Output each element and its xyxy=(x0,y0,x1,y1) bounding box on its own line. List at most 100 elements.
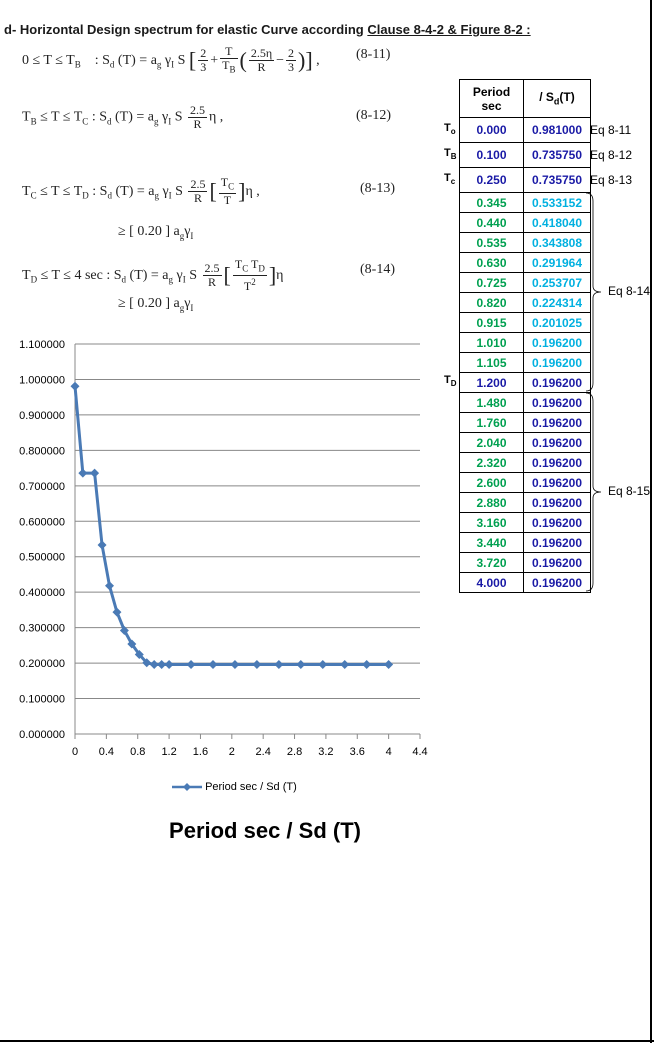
eq-number: (8-13) xyxy=(360,181,395,196)
period-cell: 0.535 xyxy=(459,232,524,253)
header-period-line1: Period xyxy=(472,84,511,99)
marker-letter: T xyxy=(444,171,451,184)
sd-cell: 0.196200 xyxy=(523,472,591,493)
y-tick-label: 1.000000 xyxy=(19,374,65,386)
period-marker-label: TD xyxy=(444,374,457,388)
period-cell: 1.480 xyxy=(459,392,524,413)
heading-prefix: d- Horizontal Design spectrum for elasti… xyxy=(4,22,368,37)
table-row: 1.480 0.196200 xyxy=(459,392,591,413)
eq-min-tail-sub: I xyxy=(190,230,194,241)
y-tick-label: 0.100000 xyxy=(19,694,65,706)
data-point xyxy=(164,659,174,669)
data-point xyxy=(274,659,284,669)
sd-cell: 0.196200 xyxy=(523,352,591,373)
data-point xyxy=(97,540,107,550)
period-cell: 0.820 xyxy=(459,292,524,313)
y-tick-label: 0.900000 xyxy=(19,410,65,422)
sd-cell: 0.253707 xyxy=(523,272,591,293)
brace xyxy=(585,392,602,592)
period-cell: 0.630 xyxy=(459,252,524,273)
table-row: 3.160 0.196200 xyxy=(459,512,591,533)
sd-cell: 0.196200 xyxy=(523,392,591,413)
eq-range: T xyxy=(22,267,31,283)
table-row: 2.600 0.196200 xyxy=(459,472,591,493)
x-tick-label: 0.4 xyxy=(99,746,114,758)
marker-sub: o xyxy=(450,126,456,136)
sd-cell: 0.196200 xyxy=(523,512,591,533)
header-sd: / Sd(T) xyxy=(523,79,591,118)
period-cell: 2.040 xyxy=(459,432,524,453)
sd-cell: 0.196200 xyxy=(523,552,591,573)
sd-cell: 0.201025 xyxy=(523,312,591,333)
header-sd-text: / S xyxy=(539,90,554,105)
data-point xyxy=(296,659,306,669)
period-cell: 3.440 xyxy=(459,532,524,553)
eq-min-sub: g xyxy=(179,230,185,241)
eq-number: (8-12) xyxy=(356,108,391,123)
x-tick-label: 3.6 xyxy=(350,746,365,758)
sd-cell: 0.533152 xyxy=(523,192,591,213)
chart-legend: Period sec / Sd (T) xyxy=(172,781,297,793)
eq-min: ≥ [ 0.20 ] a xyxy=(118,224,180,239)
marker-sub: B xyxy=(450,151,457,161)
chart-title: Period sec / Sd (T) xyxy=(169,818,361,843)
x-tick-label: 1.6 xyxy=(193,746,208,758)
marker-letter: T xyxy=(444,374,451,386)
sd-cell: 0.196200 xyxy=(523,572,591,593)
data-point xyxy=(105,581,114,591)
eq-number: (8-11) xyxy=(356,47,391,62)
spectrum-chart: 0.000000 0.100000 0.200000 0.300000 0.400000… xyxy=(19,339,428,758)
eq-range-sub: B xyxy=(74,59,81,70)
x-tick-label: 3.2 xyxy=(318,746,333,758)
header-period-line2: sec xyxy=(481,98,502,113)
data-point xyxy=(157,659,167,669)
data-point xyxy=(70,381,80,391)
table-row: 0.535 0.343808 xyxy=(459,232,591,253)
section-heading: d- Horizontal Design spectrum for elasti… xyxy=(4,22,531,37)
table-row: 3.720 0.196200 xyxy=(459,552,591,573)
sd-cell: 0.196200 xyxy=(523,412,591,433)
table-row: 0.100 0.735750 xyxy=(459,142,591,168)
data-point xyxy=(90,468,100,478)
header-sd-tail: (T) xyxy=(559,90,575,105)
sd-cell: 0.196200 xyxy=(523,372,591,393)
equation-reference: Eq 8-12 xyxy=(590,147,633,162)
period-cell: 3.720 xyxy=(459,552,524,573)
x-tick-label: 2.4 xyxy=(256,746,271,758)
sd-cell: 0.196200 xyxy=(523,332,591,353)
eq-range: 0 ≤ T ≤ T xyxy=(22,52,75,68)
data-point xyxy=(149,659,159,669)
eq-min-tail: γ xyxy=(184,224,191,239)
period-cell: 0.915 xyxy=(459,312,524,333)
table-row: 0.630 0.291964 xyxy=(459,252,591,273)
equation-8-13-min: ≥ [ 0.20 ] agγI xyxy=(118,224,193,241)
y-tick-label: 0.000000 xyxy=(19,729,65,741)
sd-cell: 0.981000 xyxy=(523,117,591,143)
table-row: 0.820 0.224314 xyxy=(459,292,591,313)
sd-cell: 0.418040 xyxy=(523,212,591,233)
period-cell: 0.000 xyxy=(459,117,524,143)
period-cell: 1.105 xyxy=(459,352,524,373)
y-tick-label: 0.600000 xyxy=(19,516,65,528)
equation-braces xyxy=(585,192,602,592)
table-row: 1.200 0.196200 xyxy=(459,372,591,393)
spectrum-table: Period sec / Sd(T) 0.000 0.981000 0.100 0.7… xyxy=(459,79,591,593)
series-line xyxy=(73,386,389,666)
period-marker-label: Tc xyxy=(444,172,455,186)
data-point xyxy=(127,639,137,649)
sd-cell: 0.291964 xyxy=(523,252,591,273)
period-cell: 2.600 xyxy=(459,472,524,493)
data-point xyxy=(134,649,144,659)
equation-reference: Eq 8-11 xyxy=(590,122,632,137)
page-border-bottom xyxy=(0,1040,654,1042)
data-point xyxy=(186,659,196,669)
eq-number: (8-14) xyxy=(360,262,395,277)
period-cell: 0.100 xyxy=(459,142,524,168)
header-sd-sub: d xyxy=(553,96,560,107)
sd-cell: 0.343808 xyxy=(523,232,591,253)
period-cell: 2.880 xyxy=(459,492,524,513)
x-tick-label: 4.4 xyxy=(412,746,427,758)
period-marker-label: TB xyxy=(444,147,457,161)
data-point xyxy=(230,659,240,669)
